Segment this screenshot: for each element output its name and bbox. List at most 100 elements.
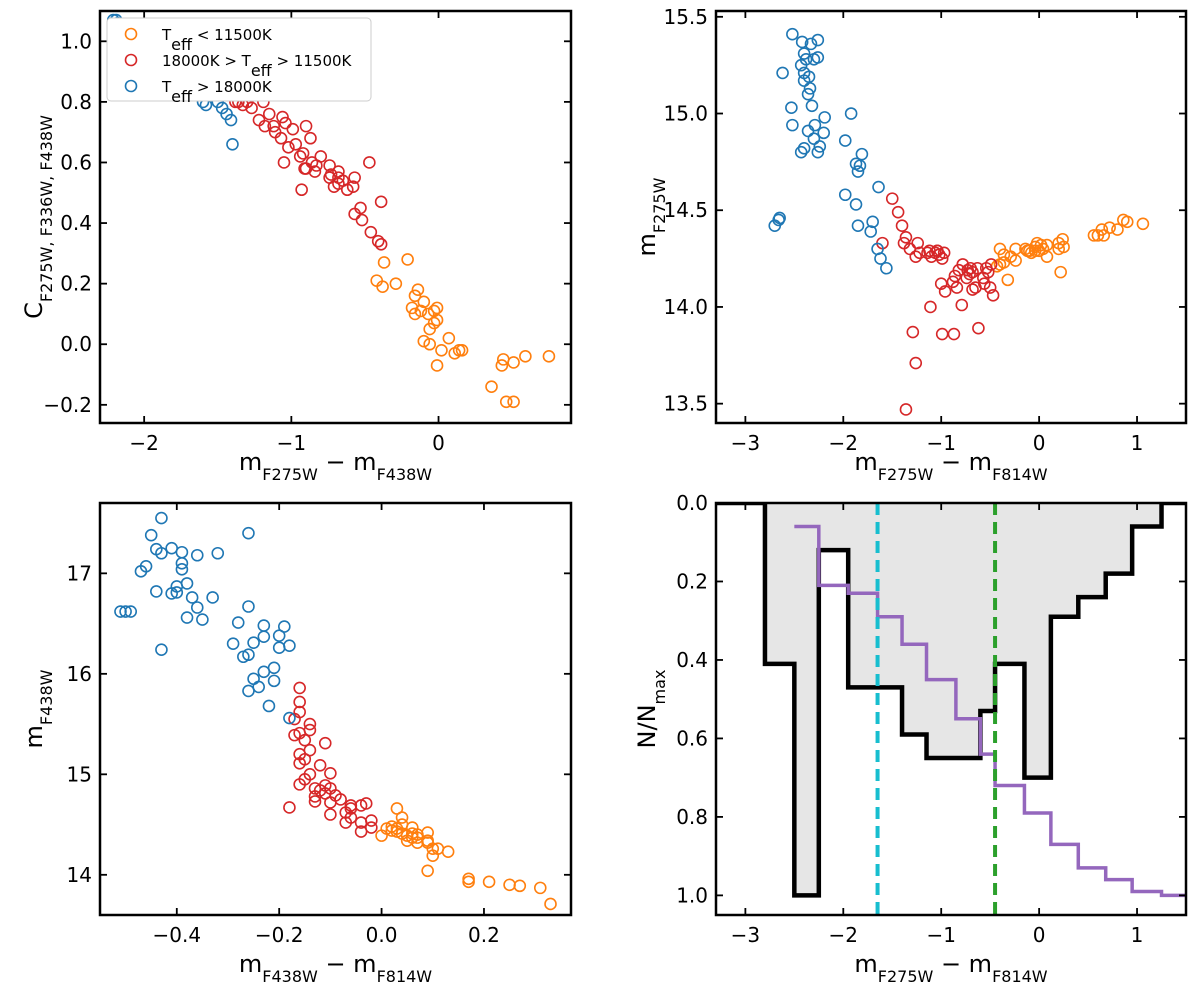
legend-label-cool: Teff < 11500K (161, 26, 273, 54)
plot-area (716, 503, 1186, 915)
point-hot (866, 215, 879, 229)
point-cool (427, 316, 441, 330)
axes-frame (98, 9, 573, 425)
point-mid (252, 113, 266, 127)
point-hot (278, 620, 291, 633)
point-mid (298, 162, 311, 175)
point-cool (482, 875, 496, 889)
point-cool (485, 380, 498, 393)
point-hot (190, 548, 204, 562)
point-cool (1030, 236, 1044, 250)
histogram-fill (716, 503, 1186, 896)
point-cool (405, 301, 419, 315)
y-axis-label: N/Nmax (633, 670, 669, 749)
y-axis-label: mF438W (20, 669, 56, 748)
point-hot (880, 261, 893, 275)
point-cool (495, 359, 509, 372)
point-mid (268, 125, 282, 139)
point-hot (272, 641, 286, 655)
y-tick-label: 0.6 (676, 726, 708, 750)
point-mid (332, 165, 345, 178)
point-hot (864, 225, 878, 238)
point-mid (324, 168, 338, 181)
point-mid (293, 705, 306, 719)
y-tick-label: 0.6 (60, 150, 92, 174)
legend-marker-hot (124, 79, 138, 93)
point-hot (283, 639, 296, 652)
point-mid (955, 298, 969, 312)
point-cool (1095, 223, 1109, 236)
y-tick-label: 0.4 (60, 211, 92, 235)
x-tick-label: 0 (432, 431, 445, 455)
point-hot (257, 630, 271, 643)
x-tick-label: −1 (926, 431, 955, 455)
point-mid (899, 403, 913, 416)
y-tick-label: 1.0 (676, 883, 708, 907)
x-tick-label: 0 (1033, 923, 1046, 947)
y-tick-label: 14 (67, 863, 92, 887)
legend-marker-mid (124, 53, 138, 67)
point-cool (421, 864, 434, 878)
point-hot (175, 545, 189, 559)
point-cool (441, 845, 455, 858)
point-hot (170, 586, 184, 599)
point-mid (371, 234, 385, 248)
point-cool (507, 356, 520, 369)
point-hot (150, 542, 163, 556)
x-tick-label: 0.2 (468, 923, 500, 947)
point-cool (1120, 215, 1134, 229)
point-hot (165, 541, 178, 555)
y-tick-label: 15.0 (663, 102, 708, 126)
point-hot (871, 242, 884, 256)
point-cool (1057, 240, 1070, 254)
y-tick-label: 0.8 (60, 90, 92, 114)
cumulative-line (794, 524, 1186, 898)
x-tick-label: −2 (129, 431, 158, 455)
point-mid (885, 192, 899, 205)
point-hot (257, 619, 271, 632)
y-tick-label: 15.5 (663, 5, 708, 29)
legend-box (106, 17, 372, 102)
point-cool (375, 829, 388, 842)
y-tick-label: −0.2 (43, 393, 92, 417)
point-hot (795, 35, 809, 49)
point-hot (799, 53, 813, 66)
point-cool (427, 304, 441, 318)
point-mid (966, 265, 979, 279)
point-mid (303, 717, 317, 731)
y-tick-label: 0.0 (60, 332, 92, 356)
panel-bottom-left: −0.4 −0.2 0.0 0.2 14 15 16 17 mF438W − mF814W mF4… (20, 501, 573, 983)
point-mid (956, 258, 970, 271)
point-hot (804, 37, 818, 51)
point-hot (262, 699, 276, 713)
point-cool (435, 343, 448, 357)
point-mid (293, 681, 306, 695)
point-mid (318, 779, 332, 792)
point-cool (408, 307, 422, 321)
point-hot (231, 616, 245, 629)
legend-label-hot: Teff > 18000K (161, 78, 273, 106)
point-hot (226, 637, 240, 650)
x-axis-label: mF275W − mF438W (239, 448, 432, 484)
point-hot (872, 180, 885, 194)
axes-frame (714, 501, 1188, 917)
point-mid (895, 219, 909, 233)
point-cool (395, 811, 409, 824)
point-cool (499, 395, 513, 409)
point-mid (359, 797, 373, 810)
point-hot (196, 613, 209, 626)
point-mid (305, 156, 319, 169)
point-cool (430, 313, 444, 327)
point-mid (313, 758, 327, 772)
point-cool (401, 253, 414, 266)
point-hot (811, 51, 825, 64)
point-hot (797, 142, 811, 155)
point-mid (289, 137, 303, 151)
y-tick-label: 14.5 (663, 198, 708, 222)
point-mid (374, 195, 388, 209)
point-cool (1040, 250, 1054, 263)
y-tick-label: 13.5 (663, 392, 708, 416)
point-mid (938, 285, 952, 298)
point-mid (318, 736, 332, 750)
